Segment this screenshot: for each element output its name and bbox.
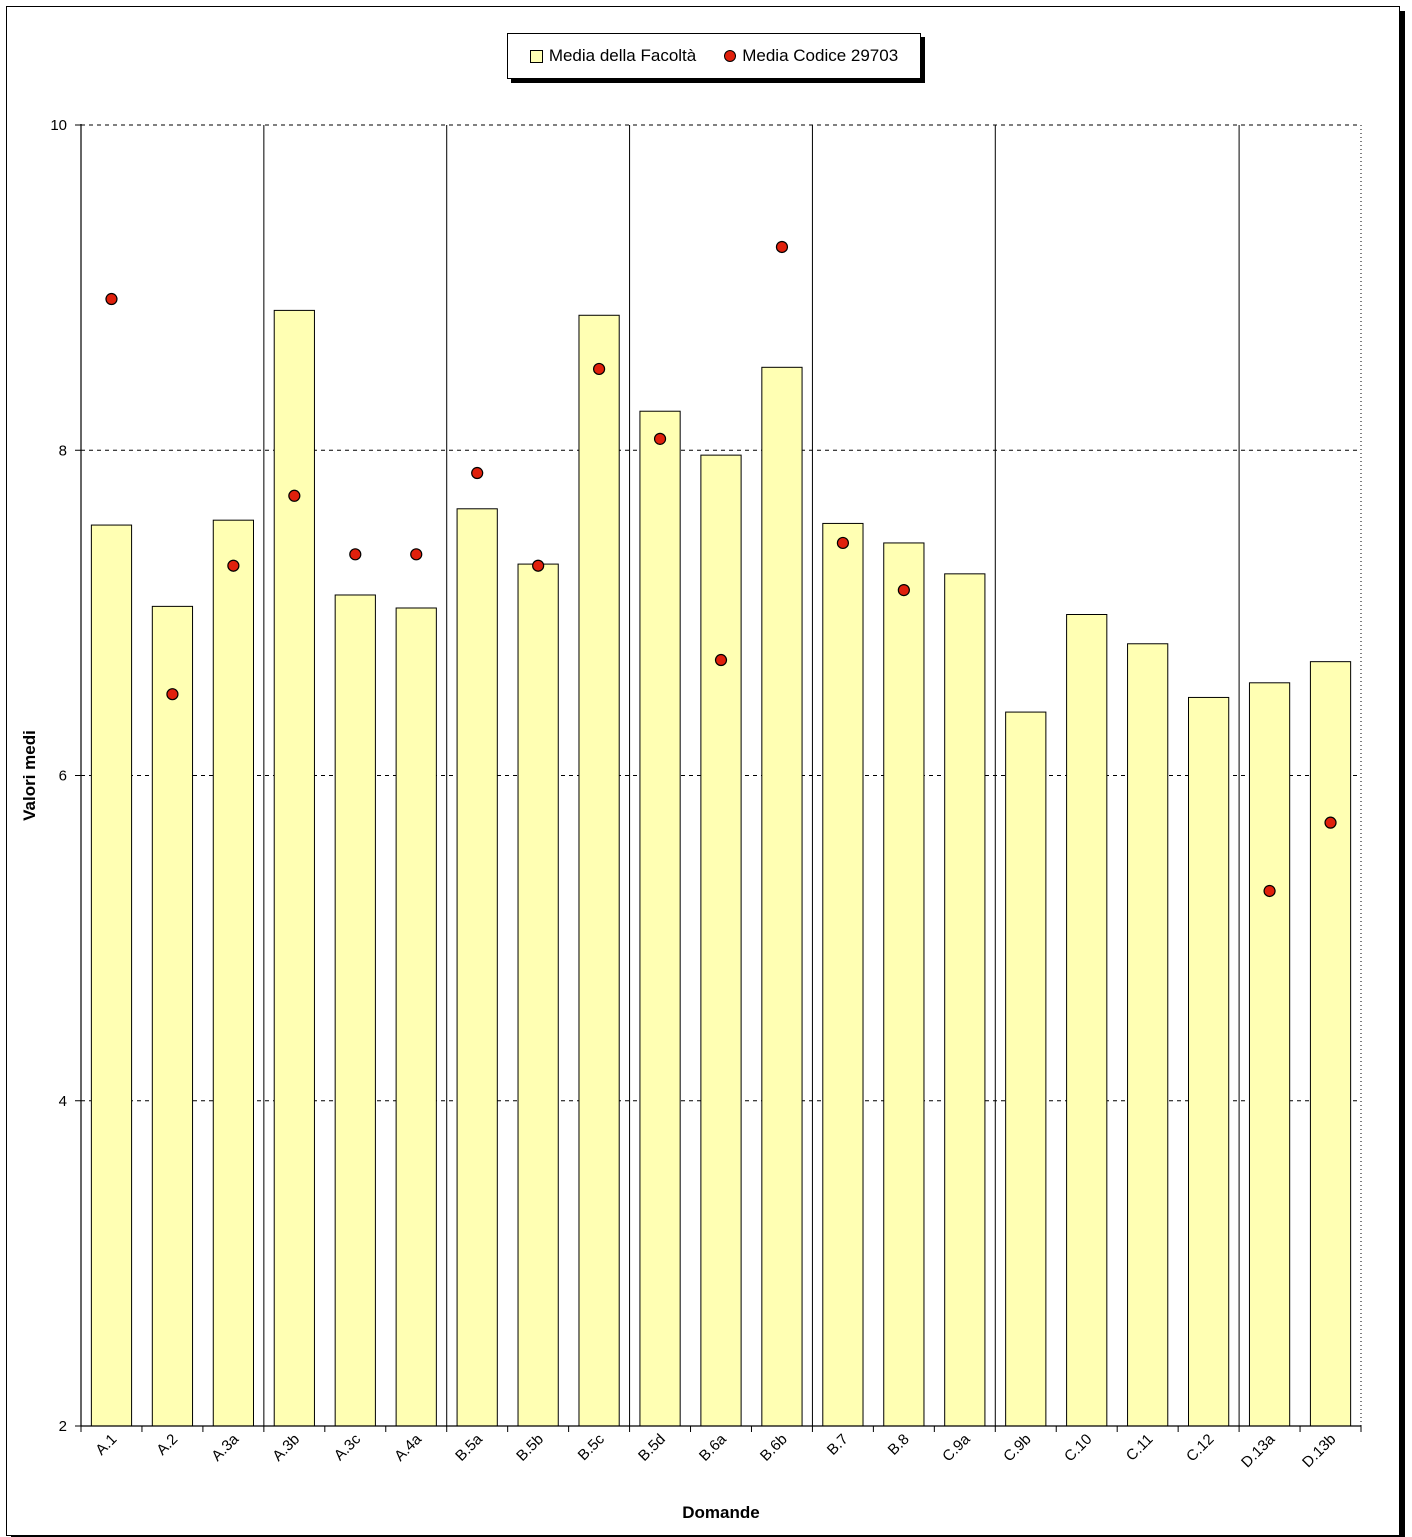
x-tick-label-C.11: C.11	[1123, 1431, 1157, 1465]
x-tick-label-A.3a: A.3a	[208, 1430, 242, 1464]
bar-D.13a	[1248, 682, 1291, 1427]
marker-A.1	[105, 292, 118, 306]
y-tick-label-10: 10	[50, 117, 67, 134]
bar-D.13b	[1309, 661, 1352, 1427]
x-tick-label-C.10: C.10	[1061, 1431, 1095, 1465]
axes	[75, 124, 1362, 1432]
marker-B.6b	[775, 240, 789, 254]
bar-C.9a	[944, 573, 986, 1427]
legend: Media della Facoltà Media Codice 29703	[507, 33, 921, 79]
x-tick-label-A.4a: A.4a	[391, 1430, 425, 1464]
x-tick-label-C.9a: C.9a	[939, 1430, 974, 1465]
marker-B.5a	[471, 466, 484, 480]
x-tick-label-B.7: B.7	[824, 1431, 852, 1459]
x-tick-label-B.5b: B.5b	[513, 1431, 547, 1465]
legend-item-facolta: Media della Facoltà	[529, 46, 697, 66]
marker-B.8	[897, 584, 910, 597]
marker-A.3a	[227, 559, 240, 572]
bar-C.9b	[1005, 711, 1047, 1427]
x-tick-label-B.5d: B.5d	[635, 1431, 669, 1465]
bar-C.11	[1127, 643, 1169, 1427]
x-tick-label-D.13a: D.13a	[1238, 1430, 1279, 1471]
x-tick-label-A.3c: A.3c	[331, 1430, 365, 1464]
bar-B.5d	[639, 410, 681, 1427]
marker-A.3b	[288, 489, 301, 502]
marker-D.13b	[1324, 816, 1337, 829]
bar-series	[90, 309, 1352, 1427]
group-separators	[263, 125, 1240, 1426]
chart-plot: 2 4 6 8 10 A.1 A.2 A.3a A.3b A.3c A.4a B.5a B.5b B.5c…	[20, 117, 1362, 1522]
bar-A.3a	[212, 519, 254, 1427]
bar-B.6b	[761, 366, 803, 1427]
bar-B.5b	[517, 563, 559, 1427]
bar-B.6a	[700, 454, 742, 1427]
marker-B.7	[836, 536, 850, 550]
bar-A.3c	[334, 594, 376, 1427]
x-tick-label-A.1: A.1	[92, 1431, 120, 1459]
legend-label-codice: Media Codice 29703	[742, 46, 899, 65]
bar-B.7	[822, 522, 864, 1427]
bar-C.12	[1188, 696, 1230, 1427]
marker-A.2	[166, 688, 179, 701]
x-tick-label-D.13b: D.13b	[1299, 1431, 1339, 1471]
bar-A.4a	[395, 607, 437, 1427]
x-tick-label-A.3b: A.3b	[269, 1431, 303, 1465]
x-tick-label-B.6b: B.6b	[757, 1431, 791, 1465]
y-tick-label-8: 8	[59, 442, 67, 459]
marker-B.5d	[653, 432, 667, 445]
marker-B.5c	[592, 362, 606, 376]
x-tick-label-B.5c: B.5c	[575, 1430, 609, 1464]
legend-label-facolta: Media della Facoltà	[548, 46, 697, 65]
marker-series	[105, 240, 1337, 898]
legend-item-codice: Media Codice 29703	[724, 46, 898, 66]
marker-A.3c	[349, 548, 362, 561]
bar-A.3b	[273, 309, 315, 1427]
y-tick-label-4: 4	[59, 1093, 67, 1110]
legend-dot-swatch	[724, 50, 737, 62]
bar-B.5a	[456, 508, 498, 1427]
y-axis-title: Valori medi	[20, 730, 39, 821]
x-tick-label-C.12: C.12	[1183, 1431, 1217, 1465]
bar-B.8	[883, 542, 925, 1427]
x-axis-title: Domande	[682, 1503, 759, 1522]
x-tick-label-B.5a: B.5a	[452, 1430, 486, 1464]
marker-D.13a	[1263, 884, 1276, 898]
bar-C.10	[1066, 614, 1108, 1427]
x-tick-label-B.8: B.8	[885, 1431, 913, 1459]
x-tick-label-C.9b: C.9b	[1000, 1431, 1034, 1465]
chart-frame: 2 4 6 8 10 A.1 A.2 A.3a A.3b A.3c A.4a B.5a B.5b B.5c…	[6, 6, 1400, 1536]
y-tick-label-6: 6	[59, 768, 67, 785]
marker-B.6a	[714, 653, 728, 667]
bar-A.2	[151, 605, 194, 1427]
y-tick-label-2: 2	[59, 1418, 67, 1435]
x-tick-label-A.2: A.2	[153, 1431, 181, 1459]
x-tick-label-B.6a: B.6a	[696, 1430, 730, 1464]
marker-B.5b	[532, 559, 545, 572]
bar-B.5c	[578, 314, 620, 1427]
marker-A.4a	[410, 548, 423, 561]
bar-A.1	[90, 524, 133, 1427]
legend-bar-swatch	[529, 49, 543, 63]
